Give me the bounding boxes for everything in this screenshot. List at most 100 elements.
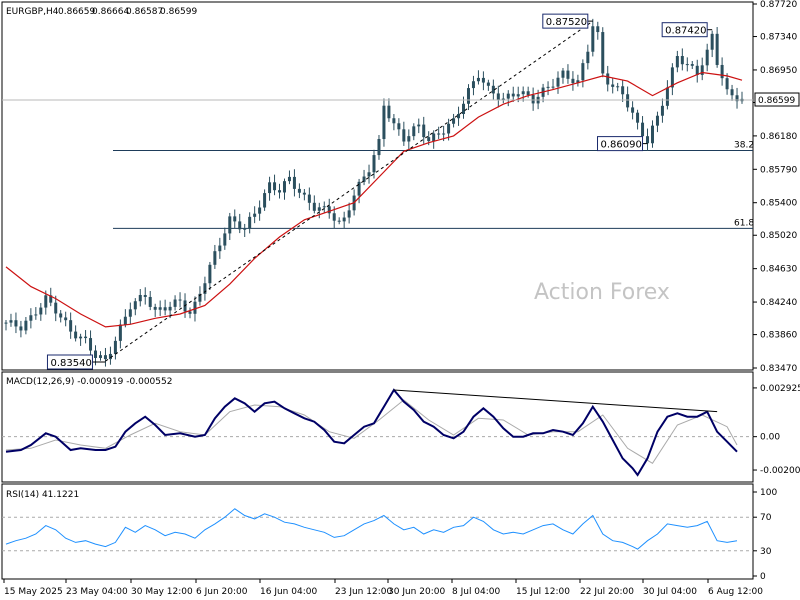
candle-body bbox=[287, 176, 291, 182]
candle-body bbox=[437, 133, 441, 135]
candle-body bbox=[432, 133, 436, 142]
price-tick-label: 0.84240 bbox=[760, 298, 797, 308]
candle-body bbox=[591, 26, 595, 52]
candle-body bbox=[367, 172, 371, 177]
rsi-layer: 100 70 30 0 bbox=[2, 488, 777, 582]
candle-body bbox=[506, 93, 510, 99]
candle-body bbox=[292, 176, 296, 189]
time-tick-label: 22 Jul 20:00 bbox=[580, 587, 634, 597]
annotation-box bbox=[597, 136, 644, 152]
macd-panel-frame bbox=[1, 371, 754, 483]
candle-body bbox=[511, 93, 515, 97]
candle-body bbox=[675, 56, 679, 68]
price-tick-label: 0.85400 bbox=[760, 199, 797, 209]
time-tick-label: 6 Aug 12:00 bbox=[708, 587, 763, 597]
candle-body bbox=[715, 33, 719, 65]
candle-body bbox=[650, 125, 654, 144]
time-tick-label: 15 Jul 12:00 bbox=[516, 587, 570, 597]
candle-body bbox=[218, 245, 222, 252]
annotation-label: 0.87520 bbox=[546, 17, 587, 28]
candle-body bbox=[14, 320, 18, 327]
candle-body bbox=[9, 320, 13, 323]
candle-body bbox=[621, 86, 625, 95]
candle-body bbox=[710, 33, 714, 50]
candle-body bbox=[188, 311, 192, 314]
time-tick-label: 30 May 12:00 bbox=[131, 587, 193, 597]
candle-body bbox=[108, 353, 112, 360]
candle-body bbox=[412, 126, 416, 137]
candle-body bbox=[596, 26, 600, 33]
candle-body bbox=[501, 98, 505, 101]
macd-signal-line bbox=[5, 399, 738, 464]
symbol-label: EURGBP,H4 bbox=[6, 7, 59, 17]
candle-body bbox=[118, 324, 122, 341]
candle-body bbox=[735, 95, 739, 102]
candle-body bbox=[372, 155, 376, 173]
candle-body bbox=[720, 64, 724, 79]
candle-body bbox=[601, 32, 605, 74]
candle-body bbox=[447, 123, 451, 134]
candle-body bbox=[457, 114, 461, 119]
candle-body bbox=[700, 65, 704, 75]
candle-body bbox=[203, 283, 207, 294]
candle-body bbox=[690, 64, 694, 66]
price-tick-label: 0.83470 bbox=[760, 364, 797, 374]
candle-body bbox=[4, 322, 8, 324]
candle-body bbox=[253, 213, 257, 217]
candle-body bbox=[278, 190, 282, 193]
candle-body bbox=[685, 64, 689, 66]
candle-body bbox=[29, 315, 33, 321]
time-tick-label: 16 Jun 04:00 bbox=[260, 587, 317, 597]
open-value: 0.86659 bbox=[58, 7, 95, 17]
annotation-box bbox=[46, 354, 93, 370]
candle-body bbox=[357, 181, 361, 196]
candle-body bbox=[660, 105, 664, 116]
candle-body bbox=[327, 206, 331, 214]
candle-body bbox=[452, 118, 456, 124]
candle-body bbox=[198, 293, 202, 302]
price-tick-label: 0.87340 bbox=[760, 33, 797, 43]
candle-body bbox=[586, 51, 590, 64]
macd-tick-label: 0.002925 bbox=[760, 384, 800, 394]
annotation-label: 0.87420 bbox=[665, 26, 706, 37]
candle-body bbox=[471, 81, 475, 89]
candle-body bbox=[680, 56, 684, 65]
candle-body bbox=[516, 94, 520, 97]
candle-body bbox=[496, 93, 500, 101]
candle-body bbox=[153, 306, 157, 310]
main-panel-frame bbox=[1, 1, 754, 371]
candle-body bbox=[158, 307, 162, 310]
price-tick-label: 0.84630 bbox=[760, 265, 797, 275]
time-tick-label: 8 Jul 04:00 bbox=[452, 587, 501, 597]
price-tick-label: 0.85790 bbox=[760, 165, 797, 175]
candle-body bbox=[94, 350, 98, 358]
candle-body bbox=[442, 133, 446, 135]
price-tick-label: 0.86180 bbox=[760, 132, 797, 142]
macd-header: MACD(12,26,9) -0.000919 -0.000552 bbox=[6, 377, 172, 387]
candle-body bbox=[19, 326, 23, 331]
candle-body bbox=[193, 301, 197, 314]
rsi-line bbox=[5, 508, 738, 550]
candle-body bbox=[382, 105, 386, 140]
annotation-label: 0.83540 bbox=[50, 358, 91, 369]
high-value: 0.86664 bbox=[92, 7, 129, 17]
candle-body bbox=[397, 123, 401, 130]
candle-body bbox=[163, 307, 167, 311]
time-tick-label: 23 May 04:00 bbox=[66, 587, 128, 597]
candle-body bbox=[526, 91, 530, 95]
candle-body bbox=[576, 80, 580, 84]
candle-body bbox=[282, 181, 286, 193]
candle-body bbox=[422, 124, 426, 138]
rsi-tick-label: 100 bbox=[760, 488, 777, 498]
candle-body bbox=[417, 124, 421, 127]
close-value: 0.86599 bbox=[160, 7, 197, 17]
candle-body bbox=[631, 107, 635, 113]
time-tick-label: 6 Jun 20:00 bbox=[196, 587, 248, 597]
candle-body bbox=[123, 316, 127, 325]
time-tick-label: 30 Jul 04:00 bbox=[643, 587, 697, 597]
candle-body bbox=[312, 202, 316, 211]
candle-body bbox=[128, 309, 132, 317]
candle-body bbox=[616, 86, 620, 88]
candle-body bbox=[337, 220, 341, 222]
candle-body bbox=[138, 295, 142, 302]
